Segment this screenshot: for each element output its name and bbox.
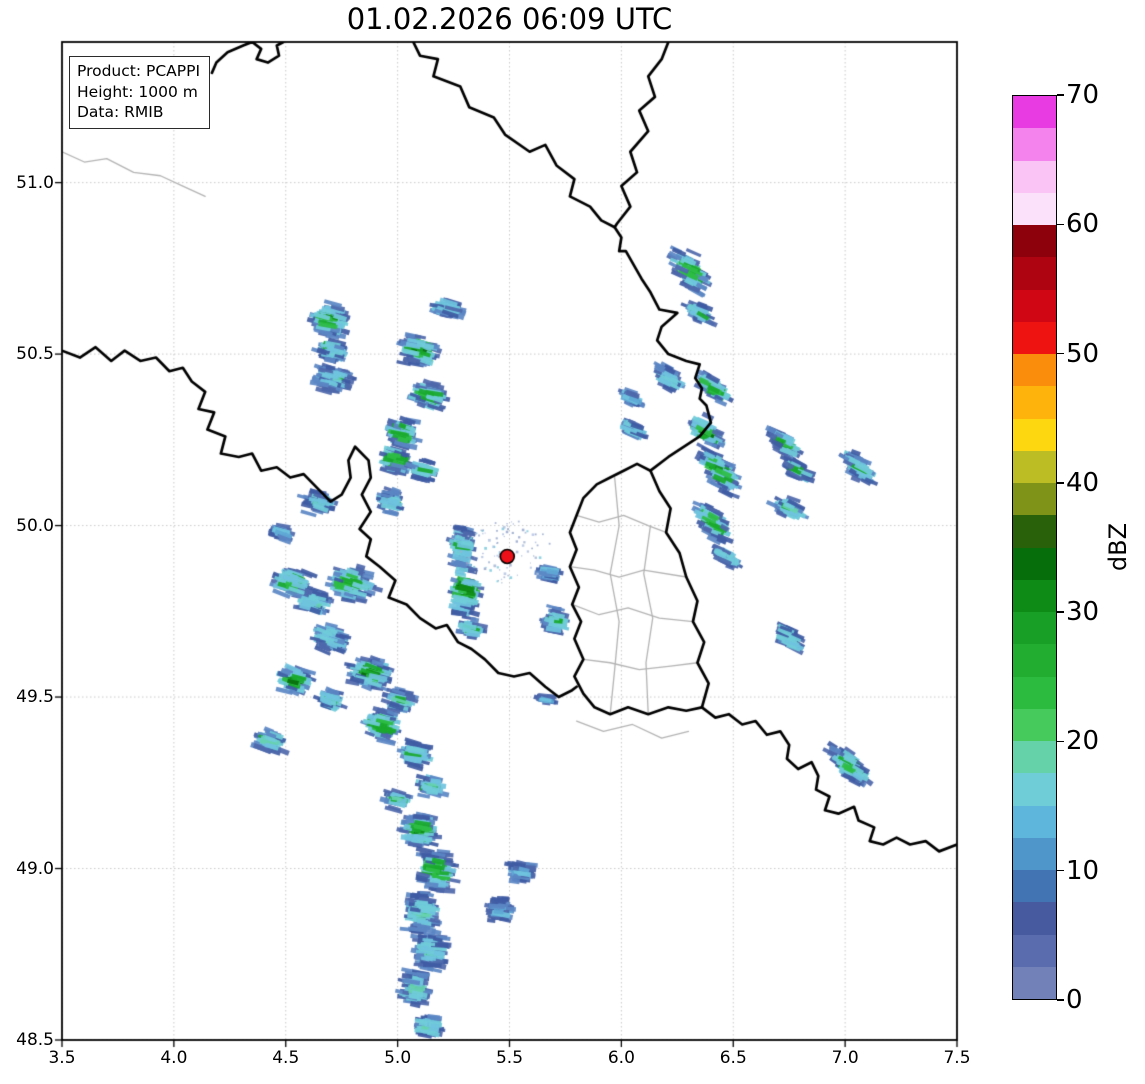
- x-tick-label: 5.5: [495, 1048, 524, 1068]
- y-tick-label: 49.0: [16, 858, 54, 879]
- colorbar-tick-mark: [1057, 740, 1064, 743]
- info-product-line: Product: PCAPPI: [77, 62, 201, 80]
- colorbar-segment: [1013, 547, 1056, 580]
- x-tick-label: 6.0: [607, 1048, 635, 1068]
- colorbar-segment: [1013, 579, 1056, 612]
- colorbar-tick-mark: [1057, 611, 1064, 613]
- colorbar-segment: [1013, 160, 1056, 193]
- colorbar-segment: [1013, 418, 1056, 451]
- colorbar-segment: [1013, 515, 1056, 548]
- colorbar-segment: [1013, 354, 1056, 387]
- colorbar-axis-label: dBZ: [1104, 522, 1132, 572]
- colorbar-segment: [1013, 289, 1056, 322]
- info-height-line: Height: 1000 m: [77, 82, 198, 101]
- colorbar-tick-label: 10: [1066, 855, 1100, 886]
- y-tick-label: 50.0: [16, 515, 54, 536]
- info-data-line: Data: RMIB: [77, 103, 164, 122]
- colorbar-tick-label: 50: [1066, 338, 1100, 369]
- y-tick-label: 48.5: [16, 1030, 54, 1050]
- plot-title: 01.02.2026 06:09 UTC: [346, 2, 673, 36]
- colorbar-tick-mark: [1057, 352, 1064, 355]
- colorbar-segment: [1013, 386, 1056, 419]
- colorbar-tick-mark: [1057, 223, 1064, 225]
- x-tick-label: 4.0: [160, 1048, 188, 1068]
- x-tick-label: 4.5: [272, 1048, 300, 1068]
- colorbar-segment: [1013, 644, 1056, 677]
- colorbar-tick-label: 60: [1066, 209, 1100, 240]
- colorbar-tick-mark: [1057, 482, 1064, 484]
- colorbar-tick-label: 20: [1066, 726, 1100, 757]
- y-tick-label: 50.5: [16, 344, 54, 365]
- colorbar-tick-label: 40: [1066, 467, 1100, 498]
- x-tick-label: 7.0: [831, 1048, 859, 1068]
- colorbar-segment: [1013, 902, 1056, 935]
- colorbar-segment: [1013, 837, 1056, 870]
- colorbar-segment: [1013, 612, 1056, 645]
- colorbar-tick-label: 70: [1066, 80, 1100, 110]
- colorbar-segment: [1013, 741, 1056, 774]
- y-tick-label: 49.5: [16, 687, 54, 708]
- colorbar-segment: [1013, 483, 1056, 516]
- colorbar-tick-label: 30: [1066, 597, 1100, 628]
- x-tick-label: 5.0: [384, 1048, 412, 1068]
- y-tick-label: 51.0: [16, 172, 54, 193]
- colorbar: [1012, 95, 1057, 1000]
- colorbar-segment: [1013, 450, 1056, 483]
- colorbar-segment: [1013, 708, 1056, 741]
- product-info-box: Product: PCAPPI Height: 1000 m Data: RMI…: [69, 56, 211, 129]
- colorbar-segment: [1013, 966, 1056, 999]
- colorbar-segment: [1013, 257, 1056, 290]
- colorbar-segment: [1013, 676, 1056, 709]
- colorbar-tick-mark: [1057, 870, 1064, 872]
- colorbar-segment: [1013, 870, 1056, 903]
- colorbar-segment: [1013, 128, 1056, 161]
- colorbar-segment: [1013, 805, 1056, 838]
- colorbar-segment: [1013, 192, 1056, 225]
- colorbar-tick-mark: [1057, 999, 1064, 1001]
- colorbar-tick-label: 0: [1066, 985, 1083, 1015]
- colorbar-segment: [1013, 96, 1056, 129]
- colorbar-tick-mark: [1057, 94, 1064, 96]
- colorbar-segment: [1013, 321, 1056, 354]
- x-tick-label: 3.5: [48, 1048, 76, 1068]
- colorbar-segment: [1013, 773, 1056, 806]
- colorbar-segment: [1013, 225, 1056, 258]
- colorbar-segment: [1013, 934, 1056, 967]
- x-tick-label: 6.5: [719, 1048, 747, 1068]
- x-tick-label: 7.5: [943, 1048, 971, 1068]
